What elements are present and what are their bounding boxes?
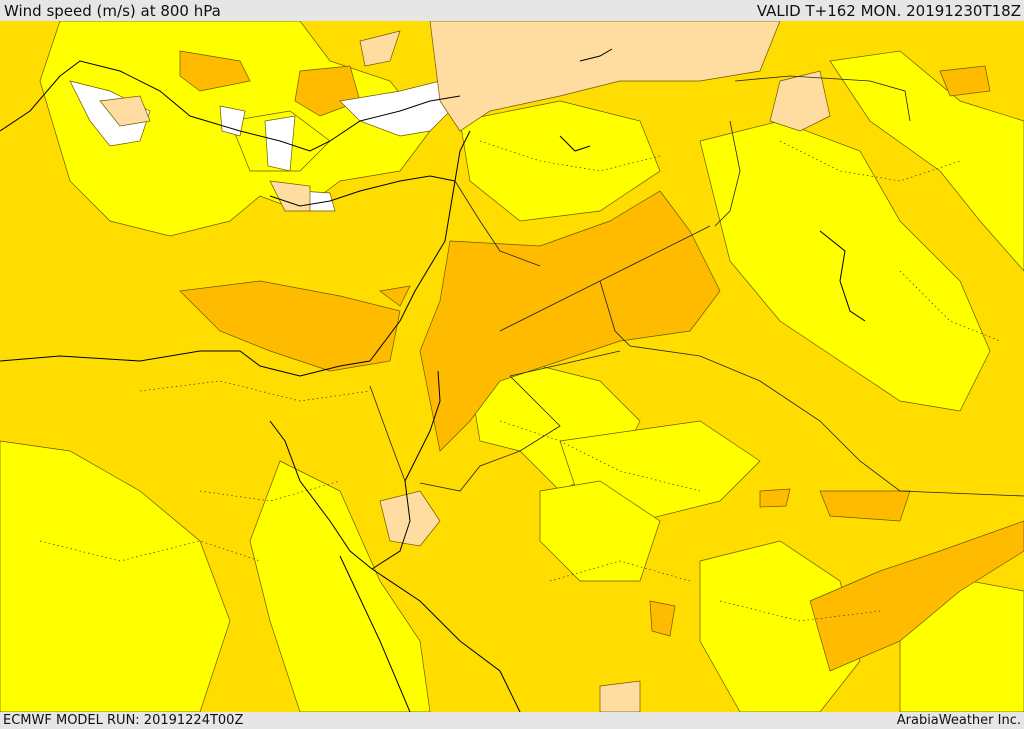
valid-time-label: VALID T+162 MON. 20191230T18Z	[756, 1, 1021, 20]
weak-wind-areas	[0, 21, 1024, 712]
map-footer: ECMWF MODEL RUN: 20191224T00Z ArabiaWeat…	[0, 712, 1024, 729]
coastlines	[0, 48, 866, 712]
wind-speed-map	[0, 21, 1024, 712]
map-header: Wind speed (m/s) at 800 hPa VALID T+162 …	[0, 0, 1024, 21]
internal-boundaries	[39, 140, 1001, 622]
country-borders	[369, 75, 1024, 497]
model-run-label: ECMWF MODEL RUN: 20191224T00Z	[3, 713, 244, 728]
credit-label: ArabiaWeather Inc.	[896, 713, 1021, 728]
peach-areas	[99, 21, 831, 712]
strong-wind-areas	[179, 50, 1024, 672]
map-title: Wind speed (m/s) at 800 hPa	[4, 1, 221, 20]
